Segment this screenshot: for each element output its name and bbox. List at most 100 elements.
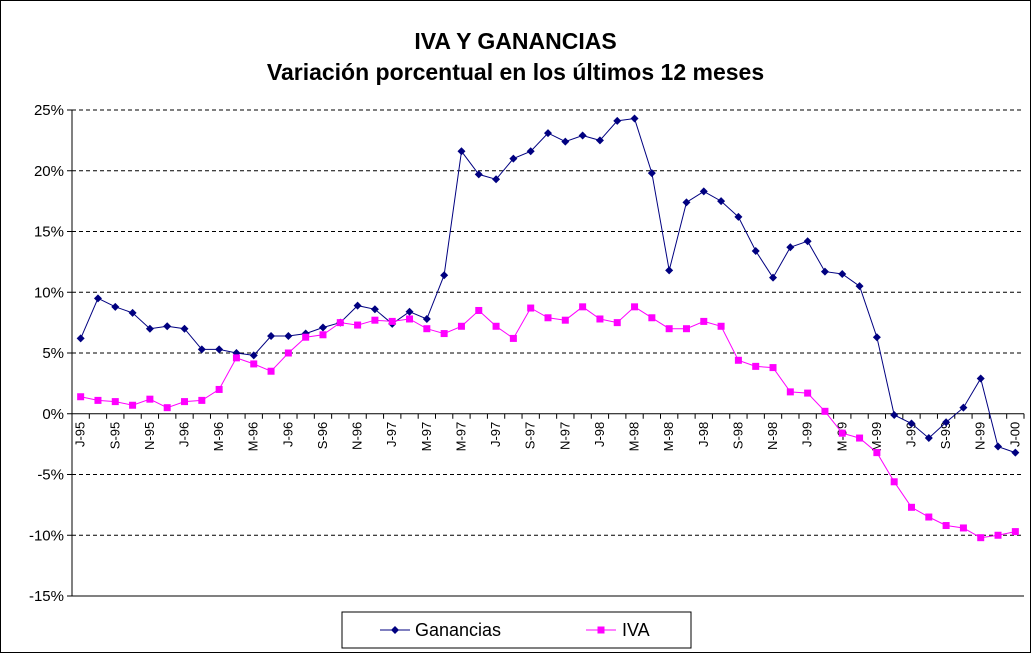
legend: Ganancias IVA [341, 611, 692, 649]
data-point [890, 410, 899, 419]
data-point [613, 319, 621, 327]
y-tick-label: 5% [42, 345, 64, 362]
data-point [76, 334, 85, 343]
y-tick-label: -15% [29, 588, 64, 605]
data-point [284, 349, 292, 357]
data-point [751, 246, 760, 255]
series-line [80, 117, 1016, 454]
data-point [111, 398, 119, 406]
data-point [873, 449, 881, 457]
x-tick-label: N-99 [973, 422, 988, 450]
data-point [665, 266, 674, 275]
data-point [717, 197, 726, 206]
data-point [336, 319, 344, 327]
data-point [145, 324, 154, 333]
data-point [734, 212, 743, 221]
data-point [474, 170, 483, 179]
data-point [128, 308, 137, 317]
x-tick-label: M-98 [661, 422, 676, 452]
x-tick-label: N-95 [142, 422, 157, 450]
data-point [578, 131, 587, 140]
data-point [803, 237, 812, 246]
data-point [855, 282, 864, 291]
data-point [907, 503, 915, 511]
data-point [613, 116, 622, 125]
legend-marker [391, 626, 399, 634]
x-tick-label: S-99 [938, 422, 953, 449]
series-iva [77, 303, 1019, 542]
data-point [111, 302, 120, 311]
data-point [682, 325, 690, 333]
data-point [994, 531, 1002, 539]
x-tick-label: M-96 [211, 422, 226, 452]
x-tick-label: M-97 [419, 422, 434, 452]
data-point [492, 175, 501, 184]
data-point [440, 330, 448, 338]
data-point [924, 434, 933, 443]
chart-title-block: IVA Y GANANCIAS Variación porcentual en … [0, 26, 1031, 88]
x-tick-label: J-98 [696, 422, 711, 447]
data-point [422, 314, 431, 323]
data-point [163, 322, 172, 331]
series-ganancias [76, 114, 1020, 457]
data-point [699, 187, 708, 196]
y-tick-label: 10% [34, 284, 64, 301]
gridlines [72, 109, 1024, 536]
legend-label: IVA [622, 620, 650, 640]
x-tick-label: N-97 [557, 422, 572, 450]
x-tick-label: J-96 [177, 422, 192, 447]
data-point [405, 307, 414, 316]
x-tick-label: S-98 [730, 422, 745, 449]
data-point [630, 114, 639, 123]
data-point [249, 351, 258, 360]
chart-subtitle: Variación porcentual en los últimos 12 m… [266, 59, 765, 85]
data-point [631, 303, 639, 311]
x-tick-label: N-96 [350, 422, 365, 450]
data-point [959, 403, 968, 412]
data-point [596, 315, 604, 323]
data-point [526, 147, 535, 156]
x-tick-label: J-99 [903, 422, 918, 447]
data-point [820, 267, 829, 276]
data-point [856, 434, 864, 442]
data-point [872, 333, 881, 342]
data-point [527, 304, 535, 312]
data-point [890, 478, 898, 486]
data-point [197, 345, 206, 354]
x-tick-label: M-98 [627, 422, 642, 452]
x-tick-label: J-96 [280, 422, 295, 447]
data-point [959, 524, 967, 532]
data-point [215, 345, 224, 354]
data-point [475, 306, 483, 314]
y-tick-label: 0% [42, 406, 64, 423]
data-point [769, 364, 777, 372]
data-point [457, 322, 465, 330]
chart-title: IVA Y GANANCIAS [414, 28, 617, 54]
data-point [561, 137, 570, 146]
data-point [769, 273, 778, 282]
data-point [77, 393, 85, 401]
x-axis-ticks: J-95 S-95 N-95 J-96 M-96 M-96 J-96 S-96 N-96 J-97… [71, 413, 1025, 452]
data-point [180, 324, 189, 333]
data-point [544, 129, 552, 138]
data-point [319, 331, 327, 339]
data-point [734, 356, 742, 364]
x-tick-label: M-96 [246, 422, 261, 452]
data-point [181, 398, 189, 406]
series-layer [76, 114, 1020, 542]
data-point [907, 419, 916, 428]
data-point [318, 323, 327, 332]
y-tick-label: -10% [29, 527, 64, 544]
data-point [942, 522, 950, 530]
data-point [700, 317, 708, 325]
data-point [388, 317, 396, 325]
data-point [354, 321, 362, 329]
data-point [267, 331, 276, 340]
data-point [804, 389, 812, 397]
data-point [786, 388, 794, 396]
x-tick-label: J-95 [73, 422, 88, 447]
legend-label: Ganancias [415, 620, 501, 640]
data-point [492, 322, 500, 330]
legend-marker [597, 626, 605, 634]
data-point [94, 396, 102, 404]
